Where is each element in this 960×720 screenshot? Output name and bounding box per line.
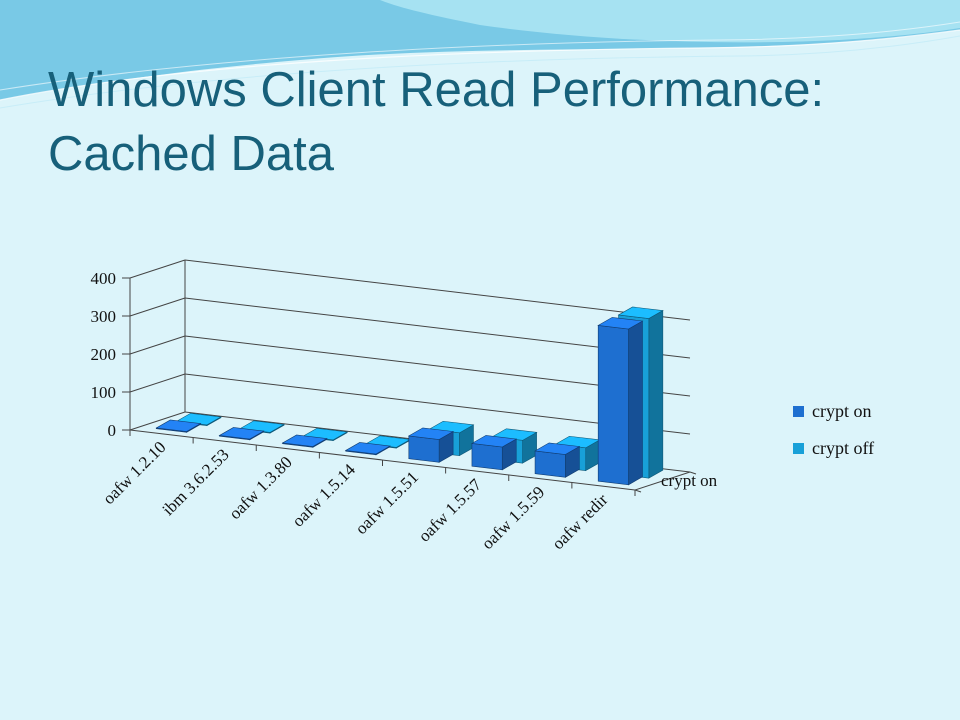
y-tick-label: 100: [91, 383, 117, 402]
x-category-label: oafw 1.5.57: [415, 475, 486, 546]
slide-title-line-1: Windows Client Read Performance:: [48, 63, 825, 117]
depth-tick-mark: [634, 489, 642, 493]
y-tick-label: 300: [91, 307, 117, 326]
slide-title-line-2: Cached Data: [48, 127, 335, 181]
bar-crypt-on: [344, 442, 391, 456]
bar-crypt-on: [281, 434, 328, 448]
gridline: [184, 259, 691, 321]
bar-crypt-on: [407, 427, 455, 463]
side-gridline: [129, 411, 186, 431]
legend-label: crypt off: [812, 438, 874, 458]
y-tick-label: 0: [108, 421, 117, 440]
bar-crypt-on: [218, 427, 265, 441]
bar-crypt-on: [155, 419, 202, 433]
side-gridline: [129, 259, 186, 279]
depth-axis-line: [634, 471, 691, 491]
x-category-label: oafw 1.2.10: [99, 438, 170, 509]
y-tick-label: 200: [91, 345, 117, 364]
side-gridline: [129, 297, 186, 317]
side-gridline: [129, 335, 186, 355]
x-category-label: oafw 1.5.59: [478, 483, 549, 554]
x-category-label: ibm 3.6.2.53: [158, 445, 232, 519]
depth-axis-label: crypt on: [661, 471, 718, 490]
x-category-label: oafw 1.3.80: [225, 453, 296, 524]
slide-title: Windows Client Read Performance: Cached …: [48, 58, 928, 186]
depth-tick-mark: [689, 471, 697, 475]
x-category-label: oafw 1.5.14: [288, 460, 359, 531]
bar-crypt-on: [597, 317, 644, 486]
y-tick-label: 400: [91, 269, 117, 288]
bar-crypt-on: [470, 435, 518, 471]
legend-label: crypt on: [812, 401, 871, 421]
legend-swatch: [793, 406, 804, 417]
bar-crypt-on: [534, 442, 581, 478]
x-category-label: oafw 1.5.51: [352, 468, 423, 539]
x-category-label: oafw redir: [548, 490, 611, 553]
legend-swatch: [793, 443, 804, 454]
side-gridline: [129, 373, 186, 393]
